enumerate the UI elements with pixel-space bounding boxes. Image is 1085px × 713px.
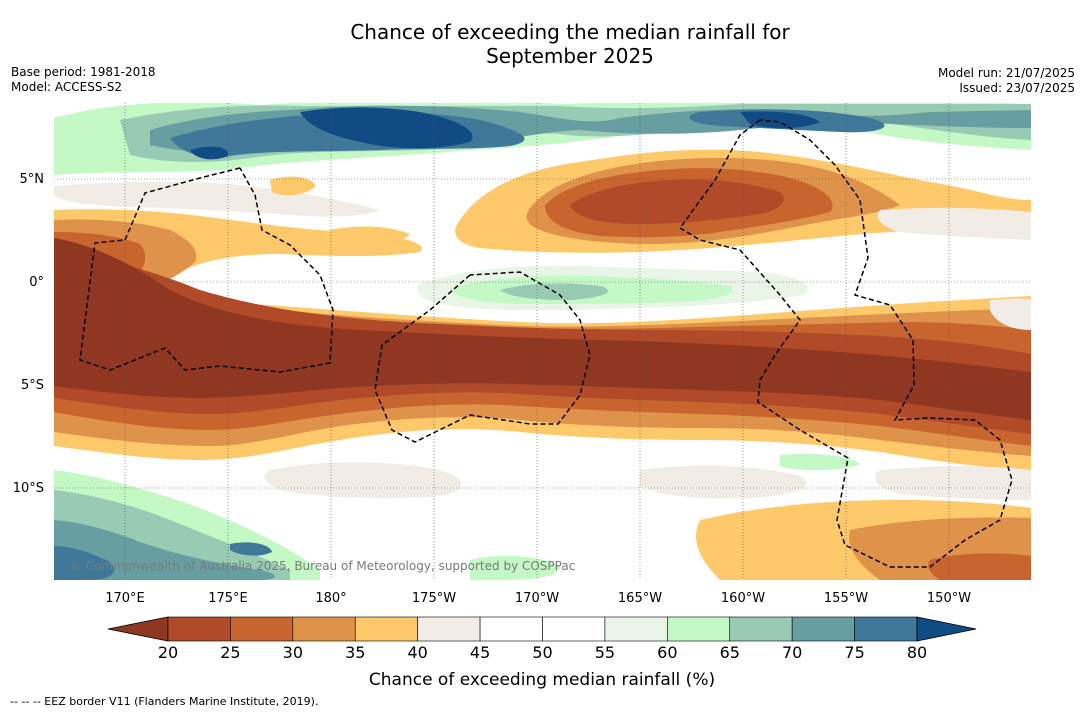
model-name: Model: ACCESS-S2	[11, 80, 123, 94]
colorbar-cell	[167, 616, 231, 642]
colorbar-low-extension	[107, 616, 169, 642]
lon-label-180: 180°	[315, 591, 346, 606]
colorbar-ticks: 20 25 30 35 40 45 50 55 60 65 70 75 80	[158, 643, 927, 662]
colorbar-tick-label: 80	[907, 643, 927, 662]
eez-borders	[79, 119, 1013, 568]
issued-date: Issued: 23/07/2025	[959, 81, 1075, 95]
colorbar-title: Chance of exceeding median rainfall (%)	[369, 670, 715, 690]
colorbar-cell	[729, 616, 793, 642]
colorbar-cell	[230, 616, 294, 642]
colorbar-tick-label: 60	[657, 643, 677, 662]
south-dry-rust	[928, 553, 1031, 580]
colorbar-cell	[604, 616, 668, 642]
se-green-patch	[470, 555, 560, 580]
colorbar: 20 25 30 35 40 45 50 55 60 65 70 75 80 Chance of exc…	[107, 616, 977, 690]
lon-label-160w: 160°W	[721, 591, 765, 606]
lat-label-5n: 5°N	[20, 172, 45, 187]
gridlines	[54, 103, 1031, 580]
colorbar-tick-label: 50	[532, 643, 552, 662]
title-line-1: Chance of exceeding the median rainfall …	[350, 20, 790, 44]
rainfall-field: © Commonwealth of Australia 2025, Bureau…	[54, 103, 1031, 580]
colorbar-cell	[354, 616, 418, 642]
eq-band-core	[54, 238, 1031, 420]
colorbar-tick-label: 20	[158, 643, 178, 662]
colorbar-tick-label: 45	[470, 643, 490, 662]
eez-border-kiribati-gilbert	[79, 167, 334, 373]
title-line-2: September 2025	[486, 44, 654, 68]
map-title: Chance of exceeding the median rainfall …	[0, 20, 1085, 68]
lon-label-165w: 165°W	[618, 591, 662, 606]
south-light-patches	[264, 462, 1031, 500]
colorbar-cell	[791, 616, 855, 642]
base-period: Base period: 1981-2018	[11, 65, 156, 79]
footnote-eez: -- -- -- EEZ border V11 (Flanders Marine…	[10, 695, 319, 708]
eez-border-kiribati-phoenix	[374, 271, 591, 443]
north-dry-core	[570, 179, 784, 224]
colorbar-high-extension	[916, 616, 977, 642]
sw-blue	[54, 542, 272, 580]
colorbar-cell	[542, 616, 606, 642]
lon-label-175w: 175°W	[412, 591, 456, 606]
colorbar-tick-label: 65	[720, 643, 740, 662]
lat-label-5s: 5°S	[21, 378, 44, 393]
lon-label-150w: 150°W	[927, 591, 971, 606]
colorbar-tick-label: 75	[844, 643, 864, 662]
copyright-notice: © Commonwealth of Australia 2025, Bureau…	[70, 559, 575, 573]
north-dark-blue-band	[190, 107, 820, 160]
meta-left: Base period: 1981-2018 Model: ACCESS-S2	[11, 65, 156, 95]
colorbar-cells	[167, 616, 918, 642]
lon-label-175e: 175°E	[208, 591, 248, 606]
colorbar-tick-label: 70	[782, 643, 802, 662]
colorbar-tick-label: 40	[407, 643, 427, 662]
colorbar-cell	[292, 616, 356, 642]
colorbar-tick-label: 35	[345, 643, 365, 662]
lat-label-0: 0°	[29, 275, 44, 290]
lon-label-170w: 170°W	[515, 591, 559, 606]
colorbar-tick-label: 55	[595, 643, 615, 662]
lat-axis: 5°N 0° 5°S 10°S	[13, 172, 44, 496]
north-yellow-islands	[270, 176, 410, 248]
colorbar-cell	[417, 616, 481, 642]
colorbar-tick-label: 30	[283, 643, 303, 662]
lon-label-155w: 155°W	[824, 591, 868, 606]
lon-label-170e: 170°E	[105, 591, 145, 606]
colorbar-cell	[667, 616, 731, 642]
meta-right: Model run: 21/07/2025 Issued: 23/07/2025	[938, 66, 1075, 96]
colorbar-cell	[479, 616, 543, 642]
north-light-edge	[54, 181, 1031, 330]
colorbar-tick-label: 25	[220, 643, 240, 662]
model-run: Model run: 21/07/2025	[937, 66, 1075, 80]
lat-label-10s: 10°S	[13, 481, 44, 496]
lon-axis: 170°E 175°E 180° 175°W 170°W 165°W 160°W…	[105, 591, 971, 606]
colorbar-cell	[854, 616, 918, 642]
